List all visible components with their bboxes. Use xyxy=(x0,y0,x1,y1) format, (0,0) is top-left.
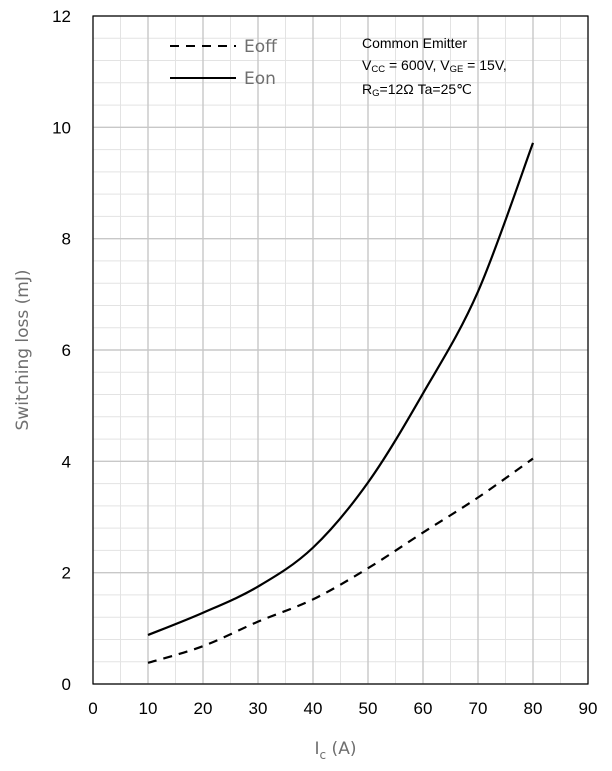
legend: Eoff Eon xyxy=(170,37,278,89)
condition-line-2: VCC = 600V, VGE = 15V, xyxy=(362,57,507,75)
y-tick-label: 0 xyxy=(62,675,71,694)
condition-subscript: CC xyxy=(371,64,385,75)
x-tick-label: 30 xyxy=(249,699,268,718)
legend-label-eoff: Eoff xyxy=(244,37,278,57)
y-tick-label: 10 xyxy=(52,118,71,137)
series-layer xyxy=(147,142,535,664)
y-tick-label: 8 xyxy=(62,230,71,249)
condition-text: V xyxy=(362,57,372,73)
condition-line-1: Common Emitter xyxy=(362,35,467,51)
y-tick-label: 4 xyxy=(62,452,71,471)
condition-subscript: GE xyxy=(450,64,464,75)
legend-label-eon: Eon xyxy=(244,69,276,89)
y-tick-label: 6 xyxy=(62,341,71,360)
series-line-eoff xyxy=(147,457,534,664)
x-tick-label: 80 xyxy=(524,699,543,718)
y-axis-title: Switching loss (mJ) xyxy=(13,270,33,431)
y-tick-label: 2 xyxy=(62,564,71,583)
x-axis-title-main: I xyxy=(315,739,320,759)
x-tick-label: 10 xyxy=(139,699,158,718)
condition-subscript: G xyxy=(372,88,379,99)
condition-text: = 15V, xyxy=(463,57,506,73)
condition-text: =12Ω Ta=25℃ xyxy=(380,81,472,97)
x-tick-label: 20 xyxy=(194,699,213,718)
x-axis-title: Ic (A) xyxy=(315,739,357,762)
condition-line-3: RG=12Ω Ta=25℃ xyxy=(362,81,472,99)
x-tick-label: 0 xyxy=(88,699,97,718)
x-tick-label: 50 xyxy=(359,699,378,718)
condition-text: R xyxy=(362,81,372,97)
x-axis-title-sub: c xyxy=(320,748,327,762)
x-tick-label: 70 xyxy=(469,699,488,718)
x-tick-labels: 0 10 20 30 40 50 60 70 80 90 xyxy=(88,699,597,718)
y-tick-labels: 0 2 4 6 8 10 12 xyxy=(52,7,71,694)
x-tick-label: 90 xyxy=(579,699,598,718)
x-tick-label: 60 xyxy=(414,699,433,718)
x-axis-title-unit: (A) xyxy=(326,739,356,759)
plot-area-frame xyxy=(92,15,589,685)
test-conditions-annotation: Common Emitter VCC = 600V, VGE = 15V, RG… xyxy=(362,35,507,99)
y-tick-label: 12 xyxy=(52,7,71,26)
condition-text: = 600V, V xyxy=(385,57,450,73)
x-tick-label: 40 xyxy=(304,699,323,718)
series-line-eon xyxy=(147,142,535,637)
